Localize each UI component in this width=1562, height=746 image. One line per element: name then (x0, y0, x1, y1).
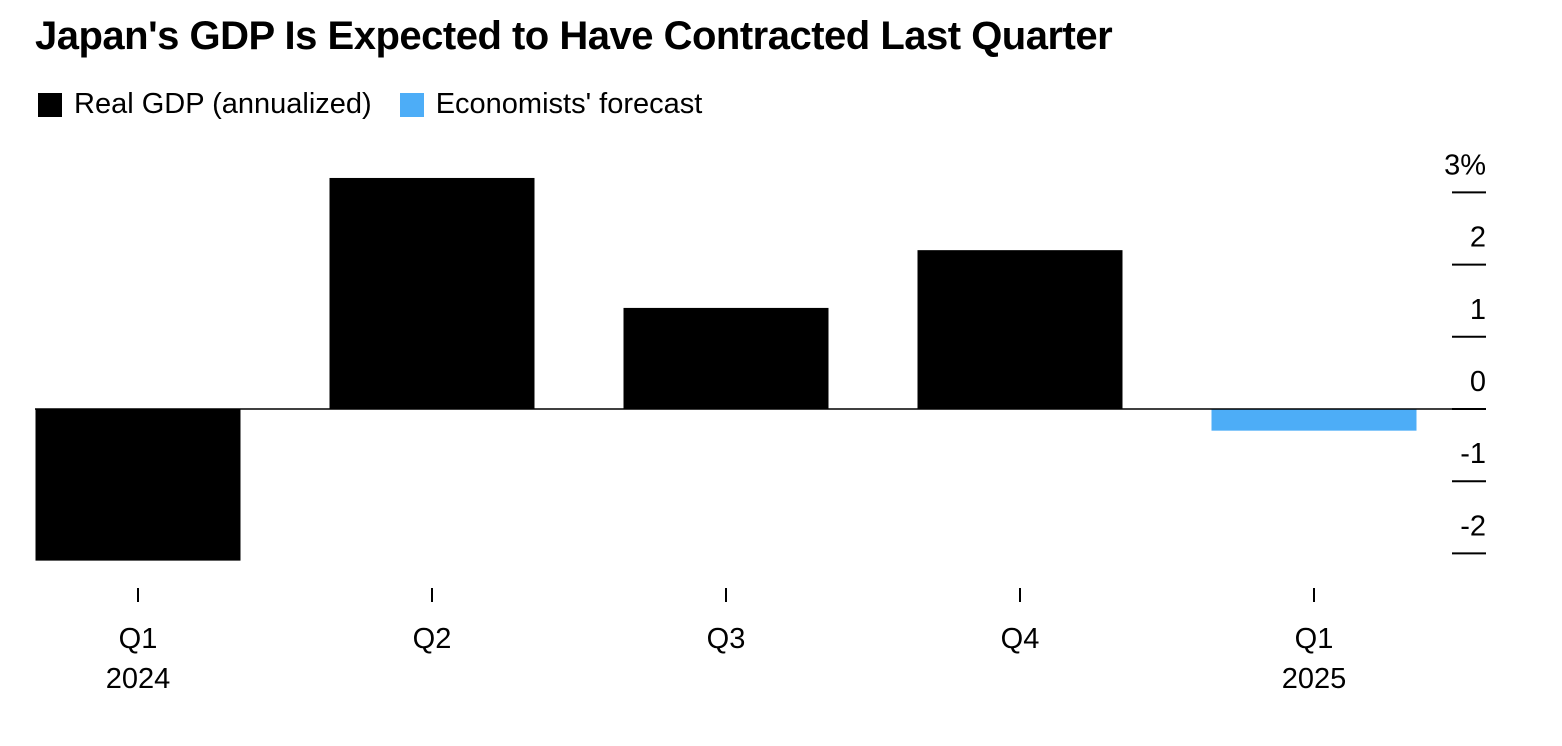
x-tick-label: Q1 (1295, 623, 1334, 655)
y-tick-label: -1 (1460, 438, 1486, 470)
bar-real-gdp-3 (917, 250, 1123, 409)
x-tick-label: 2024 (106, 663, 171, 695)
bar-real-gdp-1 (329, 177, 535, 409)
x-tick-label: Q4 (1001, 623, 1040, 655)
legend-item-real-gdp: Real GDP (annualized) (38, 88, 372, 121)
y-tick-label: 2 (1470, 222, 1486, 254)
legend-swatch-real-gdp (38, 92, 62, 117)
chart-title: Japan's GDP Is Expected to Have Contract… (35, 14, 1113, 58)
bar-forecast-4 (1211, 409, 1417, 431)
bar-real-gdp-2 (623, 307, 829, 409)
legend-swatch-forecast (399, 92, 424, 117)
x-tick-label: 2025 (1282, 663, 1347, 695)
x-tick-label: Q1 (119, 623, 158, 655)
y-tick-label: 0 (1470, 366, 1486, 398)
legend-label-real-gdp: Real GDP (annualized) (74, 88, 372, 120)
bar-real-gdp-0 (35, 409, 241, 561)
legend: Real GDP (annualized) Economists' foreca… (38, 88, 730, 121)
x-tick-label: Q2 (413, 623, 452, 655)
legend-label-forecast: Economists' forecast (435, 88, 703, 120)
x-tick-label: Q3 (707, 623, 746, 655)
legend-item-forecast: Economists' forecast (399, 88, 703, 121)
y-tick-label: 3% (1444, 149, 1486, 181)
y-tick-label: 1 (1470, 294, 1486, 326)
y-tick-label: -2 (1460, 510, 1486, 542)
